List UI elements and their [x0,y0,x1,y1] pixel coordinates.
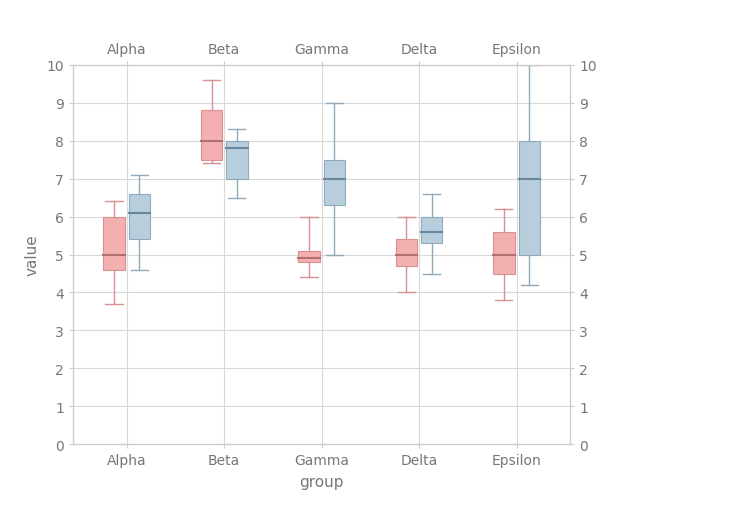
Bar [518,141,540,255]
Bar [493,232,515,274]
Y-axis label: value: value [25,234,39,276]
Bar [324,160,345,206]
Bar [395,240,417,266]
Bar [129,194,150,240]
X-axis label: group: group [300,474,344,489]
Bar [201,111,222,160]
Bar [103,217,125,270]
Bar [298,251,319,263]
Bar [421,217,442,243]
Bar [226,141,248,179]
